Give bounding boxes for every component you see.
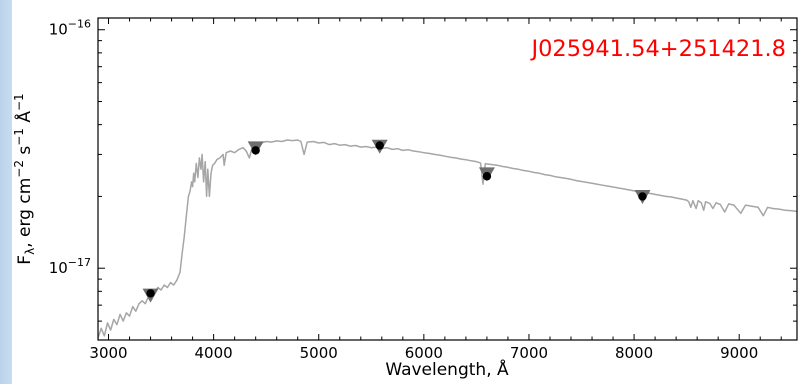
figure-background: [12, 0, 807, 384]
x-tick-label-6000: 6000: [405, 344, 443, 362]
x-tick-label-9000: 9000: [720, 344, 758, 362]
y-label-subscript: λ: [23, 248, 37, 255]
y-label-units: , erg cm: [15, 178, 35, 248]
x-tick-label-3000: 3000: [89, 344, 127, 362]
x-tick-label-4000: 4000: [195, 344, 233, 362]
y-label-main: F: [15, 255, 35, 265]
x-tick-label-8000: 8000: [615, 344, 653, 362]
y-axis-ticks: 10−16 10−17: [49, 18, 797, 341]
y-label-exp3: −1: [12, 93, 26, 111]
y-label-angstrom: Å: [13, 111, 35, 128]
photometry-point-2: [375, 141, 384, 150]
y-label-s: s: [15, 146, 35, 160]
photometry-point-0: [146, 289, 155, 298]
y-label-exp2: −1: [12, 128, 26, 146]
photometry-points: [146, 141, 647, 298]
y-tick-label-1: 10−17: [49, 256, 91, 277]
x-axis-label: Wavelength, Å: [385, 358, 509, 380]
photometry-point-1: [251, 146, 260, 155]
x-tick-label-7000: 7000: [510, 344, 548, 362]
x-axis-ticks: 3000 4000 5000 6000 7000 8000 9000: [89, 18, 782, 362]
y-label-exp1: −2: [12, 160, 26, 178]
y-tick-label-0: 10−16: [49, 18, 91, 39]
object-annotation: J025941.54+251421.8: [529, 36, 786, 62]
photometry-point-4: [638, 192, 647, 201]
y-axis-label: Fλ, erg cm−2 s−1 Å−1: [12, 93, 37, 264]
plot-frame: [97, 17, 798, 341]
x-tick-label-5000: 5000: [300, 344, 338, 362]
photometry-point-3: [482, 172, 492, 181]
